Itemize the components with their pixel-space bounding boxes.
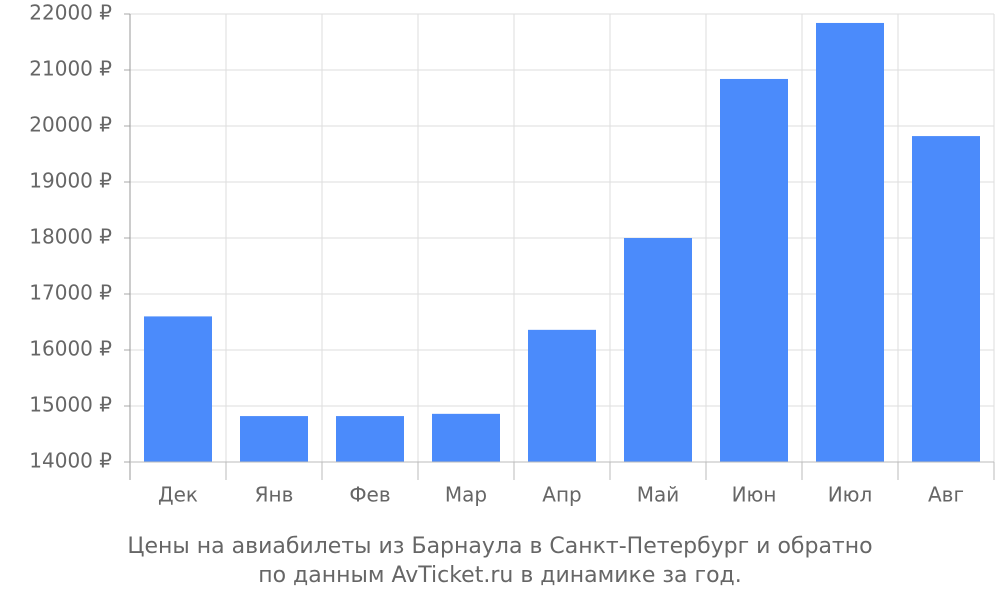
y-tick-label: 16000 ₽ xyxy=(29,337,112,361)
y-tick-label: 18000 ₽ xyxy=(29,225,112,249)
y-tick-label: 20000 ₽ xyxy=(29,113,112,137)
y-tick-label: 17000 ₽ xyxy=(29,281,112,305)
bar xyxy=(528,329,596,462)
x-tick-label: Июл xyxy=(828,483,873,507)
bar xyxy=(912,136,980,462)
bar xyxy=(624,238,692,462)
y-tick-label: 21000 ₽ xyxy=(29,57,112,81)
bar xyxy=(816,22,884,463)
bar xyxy=(720,78,788,463)
x-tick-label: Апр xyxy=(542,483,581,507)
caption-line: Цены на авиабилеты из Барнаула в Санкт-П… xyxy=(127,534,872,559)
x-tick-label: Дек xyxy=(158,483,198,507)
x-tick-label: Июн xyxy=(732,483,777,507)
x-tick-label: Янв xyxy=(255,483,294,507)
y-tick-label: 22000 ₽ xyxy=(29,1,112,25)
bar xyxy=(144,316,212,462)
bar xyxy=(432,413,500,462)
y-tick-label: 14000 ₽ xyxy=(29,449,112,473)
x-tick-label: Май xyxy=(637,483,680,507)
x-tick-label: Авг xyxy=(928,483,964,507)
y-tick-label: 19000 ₽ xyxy=(29,169,112,193)
y-tick-label: 15000 ₽ xyxy=(29,393,112,417)
x-tick-label: Мар xyxy=(445,483,487,507)
bar xyxy=(240,416,308,462)
caption-line: по данным AvTicket.ru в динамике за год. xyxy=(258,563,742,588)
bar xyxy=(336,416,404,462)
x-tick-label: Фев xyxy=(349,483,390,507)
